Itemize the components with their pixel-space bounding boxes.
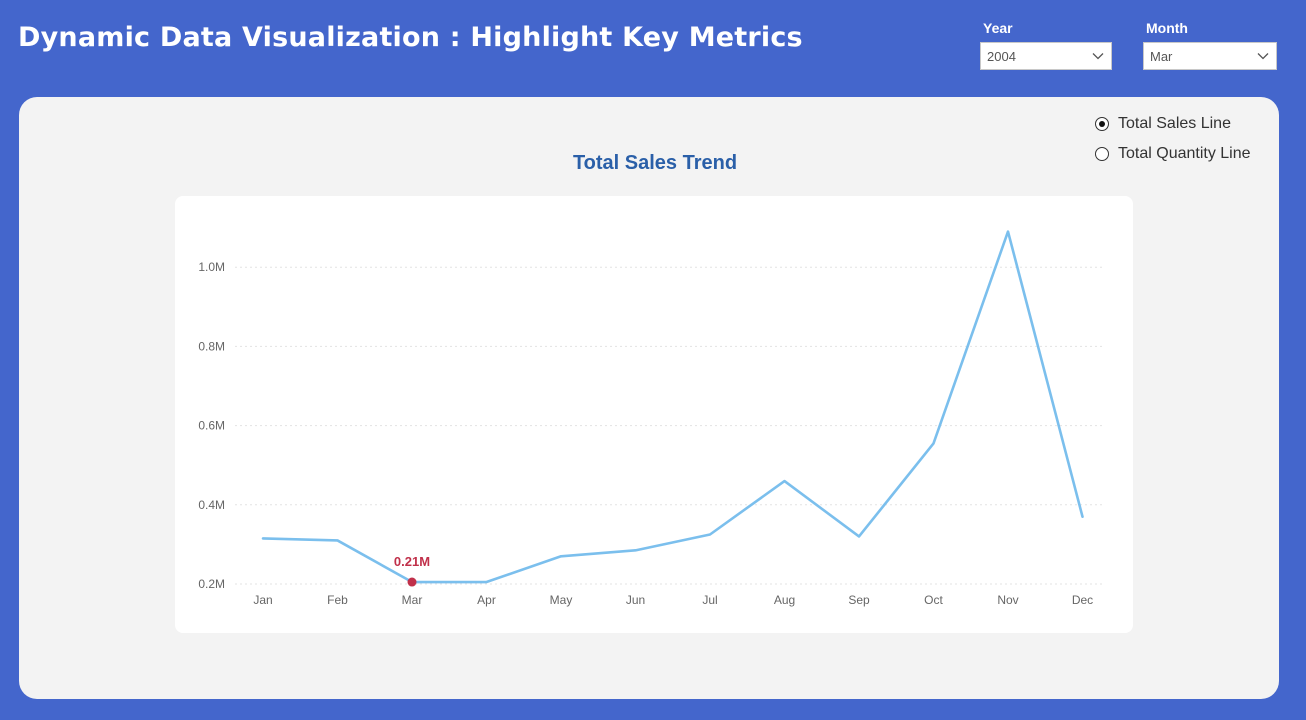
month-slicer: Month Mar — [1143, 20, 1277, 70]
year-label: Year — [983, 20, 1013, 36]
year-slicer: Year 2004 — [980, 20, 1112, 70]
line-chart: 0.2M 0.4M 0.6M 0.8M 1.0M Jan Feb Mar Apr May Jun Ju… — [198, 230, 1105, 607]
chevron-down-icon — [1257, 53, 1269, 60]
radio-total-sales-line[interactable]: Total Sales Line — [1095, 109, 1251, 139]
x-tick-label: May — [550, 593, 573, 607]
y-tick-label: 0.2M — [198, 577, 225, 591]
month-value: Mar — [1150, 48, 1173, 64]
x-tick-label: Apr — [477, 593, 496, 607]
x-tick-label: Jan — [253, 593, 272, 607]
page-title: Dynamic Data Visualization : Highlight K… — [18, 22, 803, 53]
month-dropdown[interactable]: Mar — [1143, 42, 1277, 70]
x-tick-label: Jun — [626, 593, 645, 607]
x-tick-label: Jul — [702, 593, 717, 607]
radio-label-total-quantity: Total Quantity Line — [1118, 145, 1251, 162]
x-tick-label: Oct — [924, 593, 943, 607]
radio-unchecked-icon — [1095, 147, 1109, 161]
radio-label-total-sales: Total Sales Line — [1118, 115, 1231, 132]
radio-total-quantity-line[interactable]: Total Quantity Line — [1095, 139, 1251, 169]
x-tick-label: Dec — [1072, 593, 1093, 607]
chart-title: Total Sales Trend — [572, 152, 738, 174]
x-tick-label: Aug — [774, 593, 795, 607]
plot-area: 0.2M 0.4M 0.6M 0.8M 1.0M Jan Feb Mar Apr May Jun Ju… — [175, 196, 1133, 633]
x-tick-label: Feb — [327, 593, 348, 607]
highlight-point — [407, 577, 417, 587]
x-tick-label: Sep — [848, 593, 870, 607]
year-value: 2004 — [987, 48, 1016, 64]
year-dropdown[interactable]: 2004 — [980, 42, 1112, 70]
y-tick-label: 0.8M — [198, 339, 225, 353]
chart-card: Total Sales Line Total Quantity Line Tot… — [19, 97, 1279, 699]
y-tick-label: 1.0M — [198, 260, 225, 274]
x-tick-label: Mar — [402, 593, 423, 607]
line-toggle: Total Sales Line Total Quantity Line — [1095, 109, 1251, 169]
y-tick-label: 0.4M — [198, 498, 225, 512]
sales-series-line — [261, 230, 1084, 584]
highlight-data-label: 0.21M — [394, 554, 430, 569]
radio-checked-icon — [1095, 117, 1109, 131]
chevron-down-icon — [1092, 53, 1104, 60]
y-tick-label: 0.6M — [198, 419, 225, 433]
x-tick-label: Nov — [997, 593, 1018, 607]
month-label: Month — [1146, 20, 1188, 36]
